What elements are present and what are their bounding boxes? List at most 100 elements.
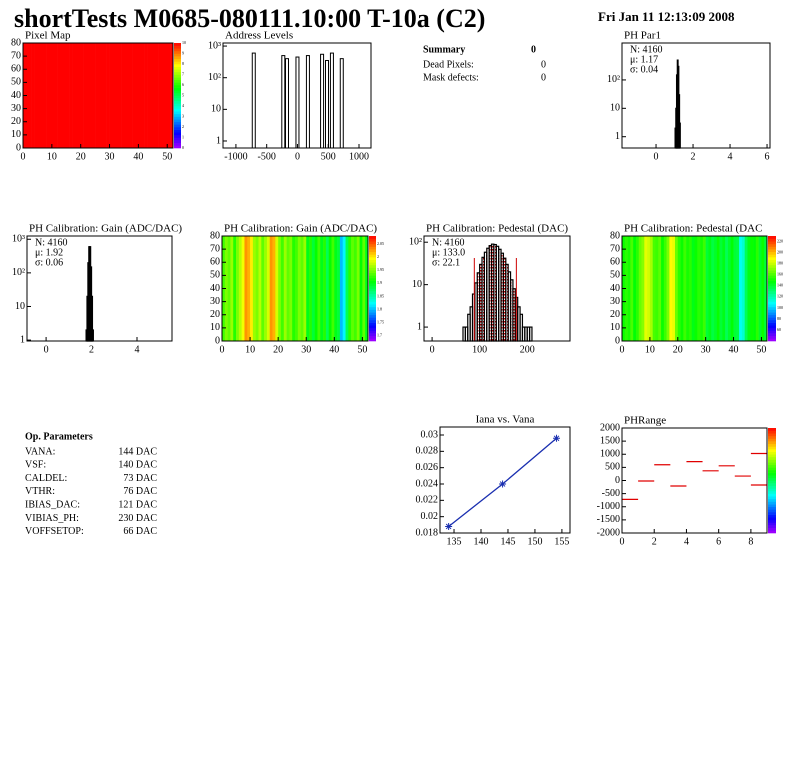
heatmap-column — [339, 236, 344, 341]
palette-cell — [369, 285, 376, 289]
heatmap-column — [278, 236, 282, 341]
heatmap-column — [121, 43, 125, 148]
heatmap-column — [320, 236, 324, 341]
palette-cell — [768, 517, 776, 521]
heatmap-column — [311, 236, 315, 341]
y-tick-label: -500 — [602, 488, 620, 499]
heatmap-column — [144, 43, 148, 148]
summary-label: Mask defects: — [423, 72, 479, 83]
palette-cell — [768, 441, 776, 445]
heatmap-column — [129, 43, 133, 148]
palette-cell — [768, 309, 776, 313]
y-tick-label: 10³ — [12, 234, 25, 245]
palette-cell — [369, 314, 376, 318]
heatmap-column — [666, 236, 670, 341]
plot-border — [621, 42, 771, 149]
palette-cell — [768, 262, 776, 266]
palette-cell — [768, 249, 776, 253]
heatmap-column — [697, 236, 701, 341]
x-tick-label: 150 — [527, 536, 542, 547]
palette-label: 1.75 — [377, 320, 384, 325]
palette-cell — [768, 467, 776, 471]
heatmap-column — [266, 236, 271, 341]
heatmap-column — [224, 236, 228, 341]
heatmap-column — [655, 236, 659, 341]
param-value: 230 DAC — [118, 513, 157, 524]
palette-cell — [768, 435, 776, 439]
x-tick-label: 50 — [162, 151, 172, 162]
y-tick-label: 10 — [211, 104, 221, 115]
palette-label: 3 — [182, 113, 184, 118]
heatmap-column — [342, 236, 346, 341]
heatmap-column — [348, 236, 352, 341]
y-tick-label: 70 — [210, 243, 220, 254]
palette-cell — [768, 530, 776, 534]
y-tick-label: 10² — [409, 236, 422, 247]
heatmap-column — [152, 43, 156, 148]
palette-cell — [768, 454, 776, 458]
palette-cell — [174, 79, 181, 83]
x-tick-label: 40 — [729, 344, 739, 355]
heatmap-column — [34, 43, 38, 148]
heatmap-column — [317, 236, 321, 341]
palette-cell — [369, 306, 376, 310]
palette-cell — [768, 314, 776, 318]
palette-cell — [768, 243, 776, 247]
palette-cell — [768, 470, 776, 473]
palette-label: 6 — [182, 82, 184, 87]
heatmap-column — [761, 236, 765, 341]
hist-fill — [493, 244, 497, 341]
stats-text: N: 4160 — [630, 44, 663, 55]
y-tick-label: 10 — [610, 103, 620, 114]
x-tick-label: 2 — [691, 151, 696, 162]
palette-cell — [768, 501, 776, 505]
palette-cell — [768, 430, 776, 434]
y-tick-label: 30 — [210, 296, 220, 307]
palette-cell — [768, 304, 776, 308]
param-label: VSF: — [25, 460, 46, 471]
palette-label: 1 — [182, 134, 184, 139]
y-tick-label: 10 — [11, 129, 21, 140]
palette-label: 1.95 — [377, 267, 384, 272]
palette-label: 100 — [777, 305, 783, 310]
stats-text: σ: 22.1 — [432, 257, 460, 268]
heatmap-column — [741, 236, 745, 341]
chart-title: PHRange — [624, 415, 666, 427]
heatmap-column — [40, 43, 44, 148]
heatmap-column — [297, 236, 301, 341]
y-tick-label: 0.024 — [416, 478, 439, 489]
hist-fill — [486, 248, 490, 341]
y-tick-label: 10 — [15, 301, 25, 312]
heatmap-column — [356, 236, 360, 341]
y-tick-label: 10 — [610, 322, 620, 333]
chart-title: Pixel Map — [25, 30, 71, 42]
palette-cell — [369, 299, 376, 302]
palette-cell — [369, 320, 376, 323]
x-tick-label: 8 — [748, 536, 753, 547]
palette-cell — [768, 449, 776, 452]
param-value: 66 DAC — [123, 526, 157, 537]
heatmap-column — [126, 43, 131, 148]
palette-cell — [174, 140, 181, 144]
palette-cell — [369, 293, 376, 297]
y-tick-label: 60 — [210, 257, 220, 268]
x-tick-label: 0 — [220, 344, 225, 355]
palette-cell — [768, 296, 776, 300]
palette-cell — [369, 278, 376, 281]
palette-cell — [174, 137, 181, 141]
heatmap-column — [627, 236, 631, 341]
x-tick-label: 10 — [645, 344, 655, 355]
palette-cell — [768, 488, 776, 492]
heatmap-column — [63, 43, 67, 148]
heatmap-column — [674, 236, 679, 341]
heatmap-column — [669, 236, 673, 341]
palette-cell — [174, 98, 181, 102]
palette-cell — [768, 325, 776, 329]
y-tick-label: 10³ — [208, 40, 221, 51]
hist-fill — [477, 272, 480, 341]
palette-cell — [174, 77, 181, 81]
heatmap-column — [241, 236, 245, 341]
heatmap-column — [744, 236, 748, 341]
palette-label: 7 — [182, 71, 184, 76]
